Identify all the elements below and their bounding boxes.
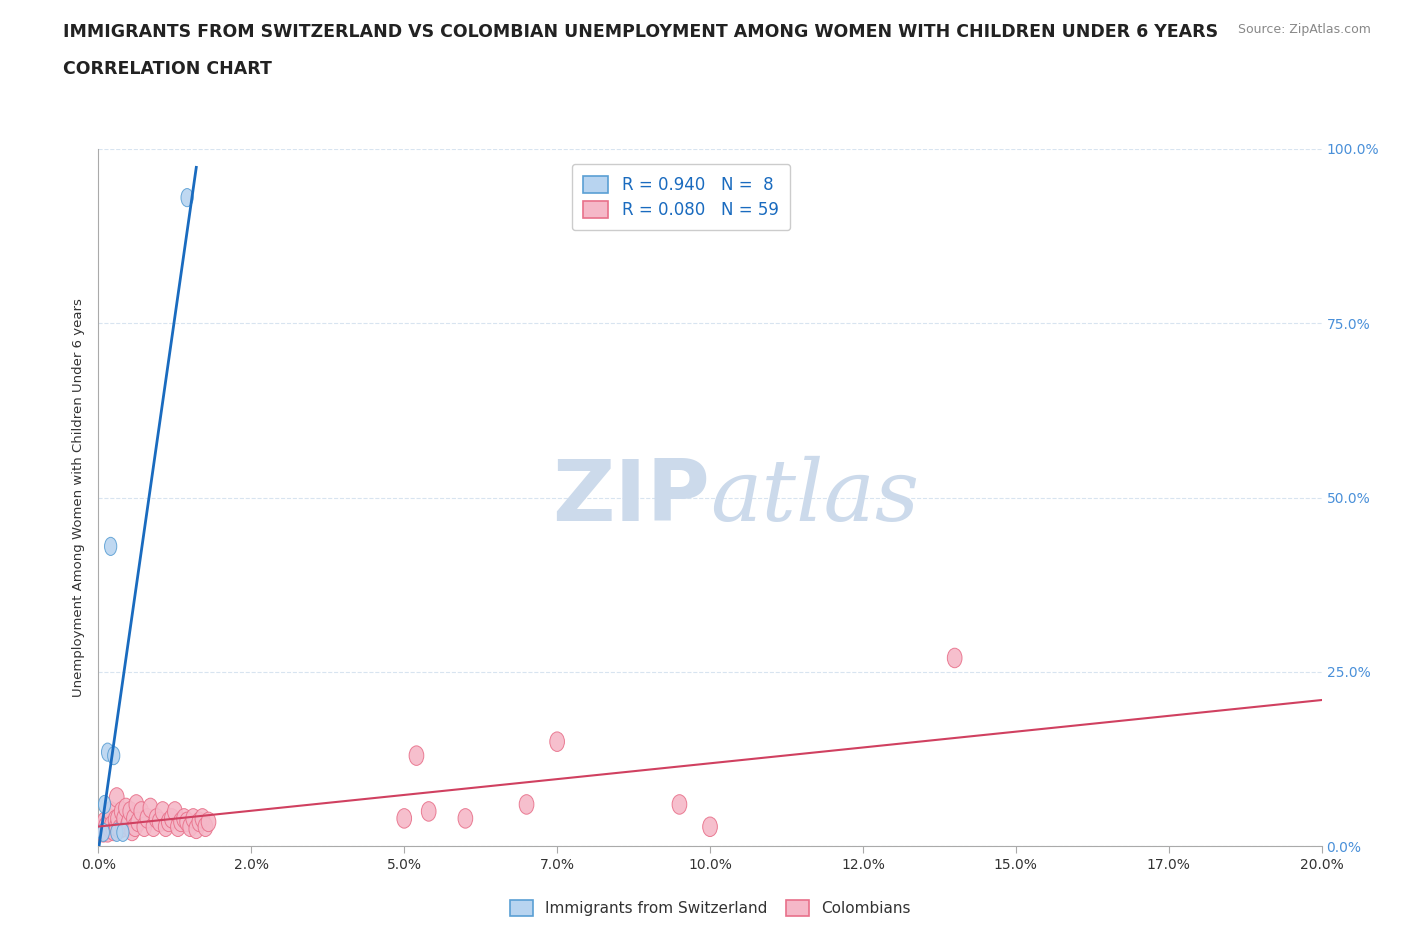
Ellipse shape — [98, 795, 111, 814]
Ellipse shape — [181, 189, 193, 206]
Ellipse shape — [143, 798, 157, 817]
Ellipse shape — [409, 746, 423, 765]
Ellipse shape — [180, 812, 194, 831]
Text: CORRELATION CHART: CORRELATION CHART — [63, 60, 273, 78]
Ellipse shape — [127, 809, 141, 829]
Ellipse shape — [193, 812, 207, 831]
Ellipse shape — [195, 809, 209, 829]
Ellipse shape — [672, 794, 686, 815]
Ellipse shape — [129, 794, 143, 815]
Ellipse shape — [186, 809, 201, 829]
Ellipse shape — [103, 809, 117, 829]
Ellipse shape — [149, 809, 165, 829]
Ellipse shape — [122, 802, 138, 821]
Ellipse shape — [174, 812, 188, 831]
Ellipse shape — [100, 823, 115, 843]
Y-axis label: Unemployment Among Women with Children Under 6 years: Unemployment Among Women with Children U… — [72, 299, 86, 697]
Ellipse shape — [97, 823, 110, 842]
Ellipse shape — [131, 812, 145, 831]
Ellipse shape — [422, 802, 436, 821]
Ellipse shape — [703, 817, 717, 837]
Ellipse shape — [117, 823, 129, 842]
Ellipse shape — [96, 823, 111, 843]
Ellipse shape — [155, 802, 170, 821]
Ellipse shape — [110, 817, 124, 837]
Ellipse shape — [115, 817, 131, 837]
Ellipse shape — [167, 802, 183, 821]
Text: Source: ZipAtlas.com: Source: ZipAtlas.com — [1237, 23, 1371, 36]
Ellipse shape — [201, 812, 217, 831]
Ellipse shape — [114, 802, 129, 821]
Ellipse shape — [183, 817, 197, 837]
Ellipse shape — [146, 817, 160, 837]
Ellipse shape — [107, 821, 121, 841]
Ellipse shape — [104, 538, 117, 555]
Ellipse shape — [103, 802, 118, 821]
Ellipse shape — [117, 809, 131, 829]
Ellipse shape — [128, 817, 142, 837]
Legend: Immigrants from Switzerland, Colombians: Immigrants from Switzerland, Colombians — [503, 894, 917, 923]
Ellipse shape — [104, 816, 120, 835]
Ellipse shape — [152, 812, 167, 831]
Ellipse shape — [122, 812, 136, 831]
Ellipse shape — [125, 821, 139, 841]
Ellipse shape — [101, 743, 114, 761]
Ellipse shape — [550, 732, 564, 751]
Ellipse shape — [112, 819, 127, 839]
Ellipse shape — [162, 812, 176, 831]
Ellipse shape — [177, 809, 191, 829]
Ellipse shape — [110, 788, 124, 807]
Ellipse shape — [948, 648, 962, 668]
Ellipse shape — [165, 809, 179, 829]
Ellipse shape — [108, 810, 122, 830]
Ellipse shape — [458, 809, 472, 829]
Ellipse shape — [118, 798, 134, 817]
Ellipse shape — [519, 794, 534, 815]
Text: atlas: atlas — [710, 457, 920, 538]
Ellipse shape — [188, 819, 204, 839]
Ellipse shape — [396, 809, 412, 829]
Ellipse shape — [141, 809, 155, 829]
Ellipse shape — [170, 817, 186, 837]
Ellipse shape — [111, 809, 125, 829]
Ellipse shape — [134, 802, 149, 821]
Ellipse shape — [94, 819, 108, 839]
Ellipse shape — [98, 817, 112, 837]
Text: IMMIGRANTS FROM SWITZERLAND VS COLOMBIAN UNEMPLOYMENT AMONG WOMEN WITH CHILDREN : IMMIGRANTS FROM SWITZERLAND VS COLOMBIAN… — [63, 23, 1219, 41]
Text: ZIP: ZIP — [553, 456, 710, 539]
Ellipse shape — [108, 747, 120, 764]
Ellipse shape — [111, 823, 122, 842]
Ellipse shape — [198, 817, 212, 837]
Ellipse shape — [136, 817, 152, 837]
Ellipse shape — [159, 817, 173, 837]
Ellipse shape — [97, 812, 112, 831]
Ellipse shape — [121, 816, 135, 835]
Ellipse shape — [103, 819, 118, 839]
